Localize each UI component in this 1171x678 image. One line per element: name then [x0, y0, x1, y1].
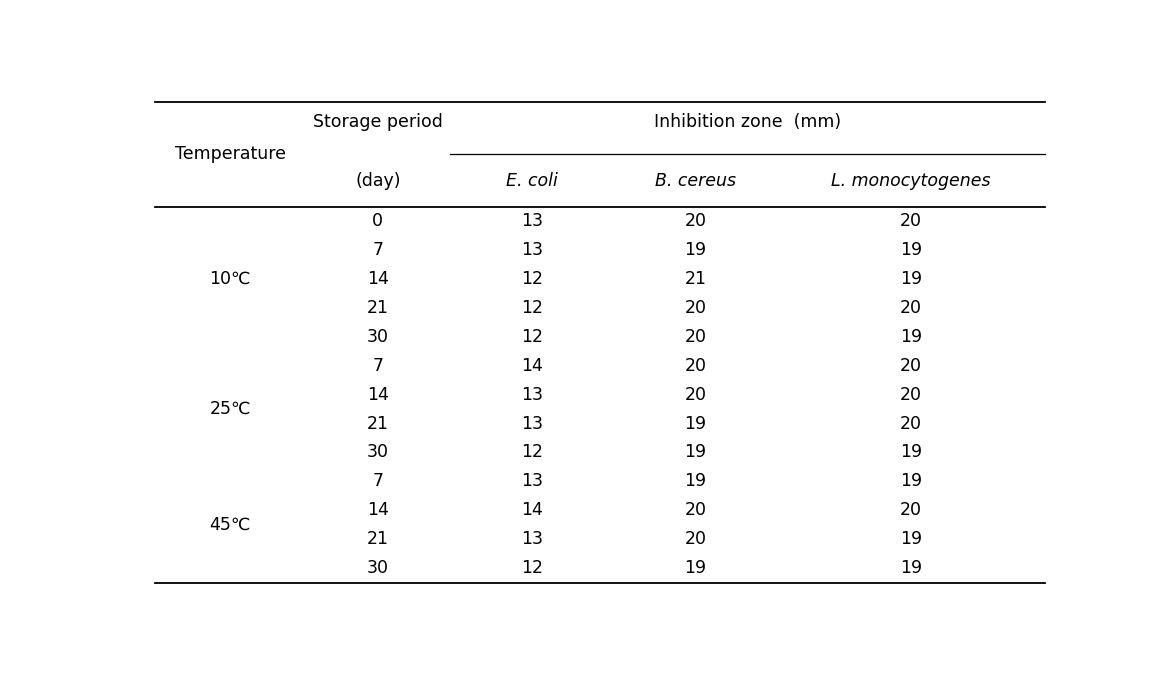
Text: 0: 0 [372, 212, 383, 230]
Text: 12: 12 [521, 443, 543, 462]
Text: 19: 19 [684, 559, 706, 577]
Text: 21: 21 [684, 270, 706, 288]
Text: 19: 19 [899, 530, 922, 549]
Text: L. monocytogenes: L. monocytogenes [831, 172, 991, 190]
Text: 19: 19 [684, 241, 706, 259]
Text: 12: 12 [521, 559, 543, 577]
Text: 13: 13 [521, 473, 543, 490]
Text: 19: 19 [899, 473, 922, 490]
Text: 10℃: 10℃ [210, 270, 251, 288]
Text: 20: 20 [684, 299, 706, 317]
Text: 20: 20 [684, 212, 706, 230]
Text: 45℃: 45℃ [210, 516, 251, 534]
Text: 19: 19 [684, 473, 706, 490]
Text: 13: 13 [521, 212, 543, 230]
Text: 21: 21 [367, 299, 389, 317]
Text: 21: 21 [367, 530, 389, 549]
Text: (day): (day) [355, 172, 400, 190]
Text: 13: 13 [521, 530, 543, 549]
Text: 14: 14 [367, 501, 389, 519]
Text: 14: 14 [521, 501, 543, 519]
Text: E. coli: E. coli [506, 172, 559, 190]
Text: 7: 7 [372, 357, 383, 375]
Text: 20: 20 [684, 501, 706, 519]
Text: 25℃: 25℃ [210, 400, 251, 418]
Text: 12: 12 [521, 270, 543, 288]
Text: 20: 20 [900, 357, 922, 375]
Text: 30: 30 [367, 559, 389, 577]
Text: 20: 20 [900, 386, 922, 403]
Text: 19: 19 [899, 443, 922, 462]
Text: 19: 19 [684, 414, 706, 433]
Text: 12: 12 [521, 299, 543, 317]
Text: Inhibition zone  (mm): Inhibition zone (mm) [655, 113, 841, 131]
Text: 20: 20 [900, 414, 922, 433]
Text: 19: 19 [899, 327, 922, 346]
Text: 20: 20 [900, 299, 922, 317]
Text: 20: 20 [684, 530, 706, 549]
Text: 13: 13 [521, 241, 543, 259]
Text: 14: 14 [367, 386, 389, 403]
Text: 19: 19 [899, 241, 922, 259]
Text: 19: 19 [899, 559, 922, 577]
Text: 20: 20 [684, 386, 706, 403]
Text: 7: 7 [372, 241, 383, 259]
Text: 13: 13 [521, 386, 543, 403]
Text: B. cereus: B. cereus [655, 172, 735, 190]
Text: 20: 20 [900, 212, 922, 230]
Text: 20: 20 [900, 501, 922, 519]
Text: 14: 14 [521, 357, 543, 375]
Text: 13: 13 [521, 414, 543, 433]
Text: 19: 19 [684, 443, 706, 462]
Text: 21: 21 [367, 414, 389, 433]
Text: 30: 30 [367, 443, 389, 462]
Text: 19: 19 [899, 270, 922, 288]
Text: Storage period: Storage period [313, 113, 443, 131]
Text: 7: 7 [372, 473, 383, 490]
Text: Temperature: Temperature [174, 146, 286, 163]
Text: 20: 20 [684, 327, 706, 346]
Text: 14: 14 [367, 270, 389, 288]
Text: 12: 12 [521, 327, 543, 346]
Text: 20: 20 [684, 357, 706, 375]
Text: 30: 30 [367, 327, 389, 346]
